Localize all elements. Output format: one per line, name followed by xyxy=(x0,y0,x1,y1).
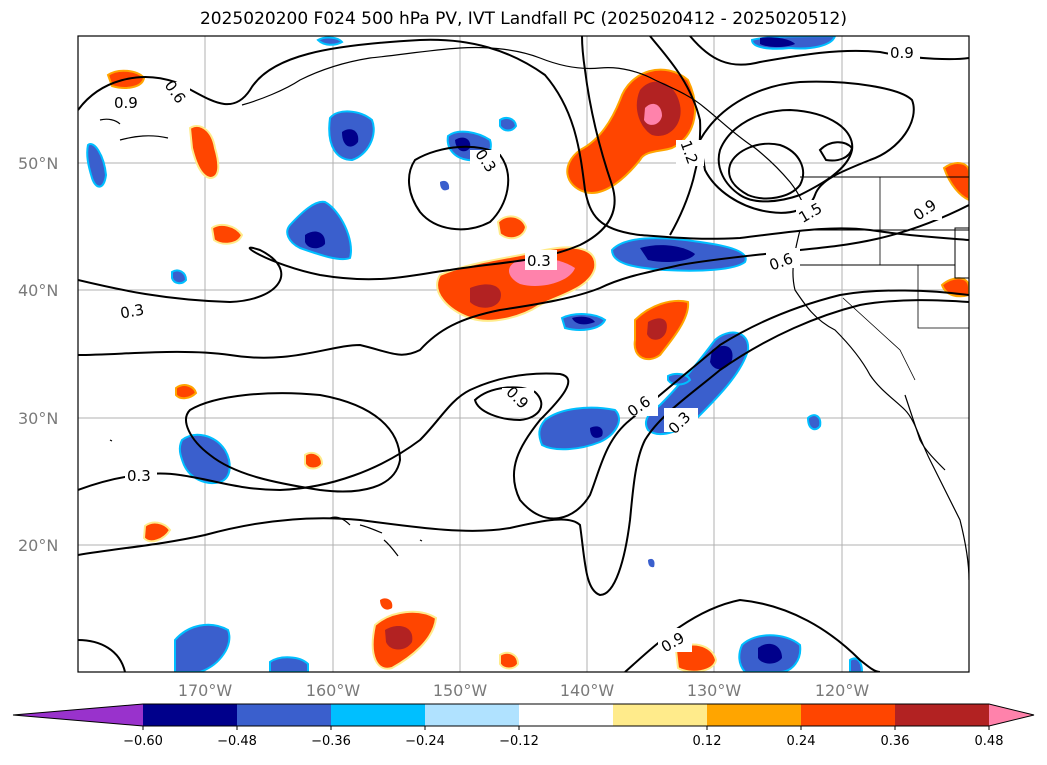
colorbar-tick-label: −0.60 xyxy=(123,734,163,749)
colorbar-swatch xyxy=(707,704,802,726)
colorbar-swatch xyxy=(425,704,520,726)
map-panel: 0.9 0.6 0.9 0.3 0.3 0.3 0.9 0.6 0.3 0.3 xyxy=(77,35,970,673)
colorbar-tick-label: 0.12 xyxy=(693,734,722,749)
colorbar-extend-low xyxy=(13,704,143,726)
lon-label-130: 130°W xyxy=(687,681,742,700)
colorbar-tick-label: 0.24 xyxy=(787,734,816,749)
colorbar-tick-label: −0.24 xyxy=(405,734,445,749)
lon-label-140: 140°W xyxy=(560,681,615,700)
colorbar-swatch xyxy=(237,704,332,726)
colorbar-swatch xyxy=(331,704,426,726)
colorbar-tick-label: −0.48 xyxy=(217,734,257,749)
colorbar-extend-high xyxy=(989,704,1034,726)
colorbar-tick-label: −0.12 xyxy=(499,734,539,749)
colorbar-swatch xyxy=(895,704,990,726)
state-border-6 xyxy=(842,297,916,381)
colorbar-swatch xyxy=(143,704,238,726)
contour-label: 0.3 xyxy=(527,252,551,270)
hawaii xyxy=(329,516,399,557)
contour-label: 0.3 xyxy=(119,301,146,323)
state-border-5 xyxy=(917,265,969,329)
alaska-coast xyxy=(241,46,809,221)
lat-label-30: 30°N xyxy=(18,409,58,428)
colorbar-tick-label: 0.36 xyxy=(881,734,910,749)
lon-label-170: 170°W xyxy=(178,681,233,700)
lat-label-40: 40°N xyxy=(18,281,58,300)
map-frame xyxy=(77,35,970,673)
colorbar-swatch xyxy=(519,704,614,726)
contour-label: 0.9 xyxy=(890,44,914,62)
lon-label-120: 120°W xyxy=(815,681,870,700)
colorbar-tick-label: −0.36 xyxy=(311,734,351,749)
lon-label-160: 160°W xyxy=(306,681,361,700)
contour-label: 0.3 xyxy=(127,467,151,485)
colorbar-tick-label: 0.48 xyxy=(975,734,1004,749)
colorbar-swatch xyxy=(801,704,896,726)
coastlines xyxy=(99,46,969,581)
lat-label-50: 50°N xyxy=(18,154,58,173)
north-america-coast xyxy=(792,229,969,581)
latitude-labels: 50°N 40°N 30°N 20°N xyxy=(18,154,58,555)
pv-negative-blobs xyxy=(86,36,864,672)
lat-label-20: 20°N xyxy=(18,536,58,555)
lon-label-150: 150°W xyxy=(433,681,488,700)
colorbar-swatch xyxy=(613,704,708,726)
contour-label: 0.9 xyxy=(114,94,138,112)
longitude-labels: 170°W 160°W 150°W 140°W 130°W 120°W xyxy=(178,681,870,700)
colorbar: −0.60 −0.48 −0.36 −0.24 −0.12 0.12 0.24 0.36 0.4… xyxy=(12,703,1035,749)
map-title: 2025020200 F024 500 hPa PV, IVT Landfall… xyxy=(199,9,847,29)
